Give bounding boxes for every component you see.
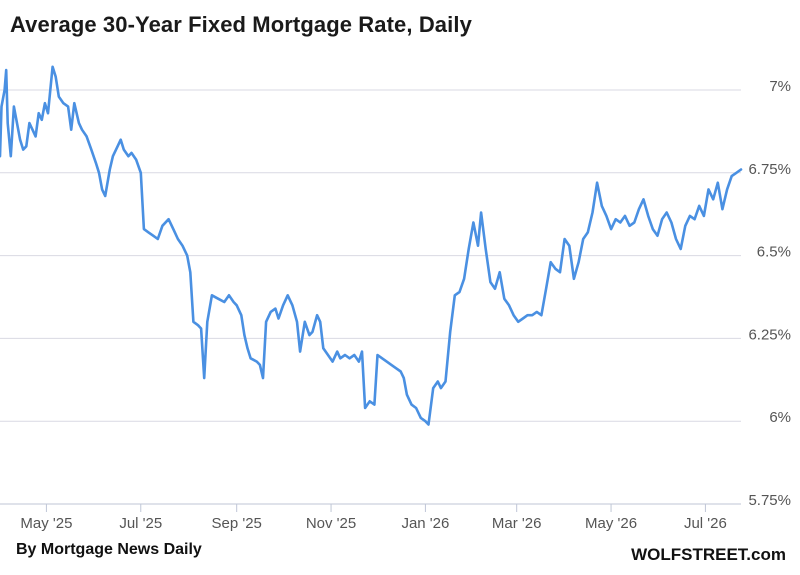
x-tick-label: May '26 <box>585 515 637 532</box>
grid-lines <box>0 89 741 505</box>
y-tick-label: 7% <box>769 78 791 95</box>
chart-title: Average 30-Year Fixed Mortgage Rate, Dai… <box>10 12 472 37</box>
x-tick-label: Sep '25 <box>211 515 261 532</box>
y-tick-label: 6.25% <box>748 326 791 343</box>
y-tick-label: 6% <box>769 409 791 426</box>
x-tick-label: Mar '26 <box>492 515 542 532</box>
x-tick-label: Jul '26 <box>684 515 727 532</box>
brand-logo-text: WOLFSTREET.com <box>631 545 786 564</box>
x-axis: May '25 Jul '25 Sep '25 Nov '25 Jan '26 Mar '… <box>20 504 727 532</box>
x-tick-label: Nov '25 <box>306 515 356 532</box>
x-tick-label: Jan '26 <box>401 515 449 532</box>
y-tick-label: 6.75% <box>748 161 791 178</box>
y-tick-label: 5.75% <box>748 492 791 509</box>
y-axis: 7% 6.75% 6.5% 6.25% 6% 5.75% <box>748 78 791 509</box>
x-tick-label: Jul '25 <box>119 515 162 532</box>
source-credit: By Mortgage News Daily <box>16 541 202 558</box>
x-tick-label: May '25 <box>20 515 72 532</box>
y-tick-label: 6.5% <box>757 244 791 261</box>
series-line <box>0 65 743 426</box>
